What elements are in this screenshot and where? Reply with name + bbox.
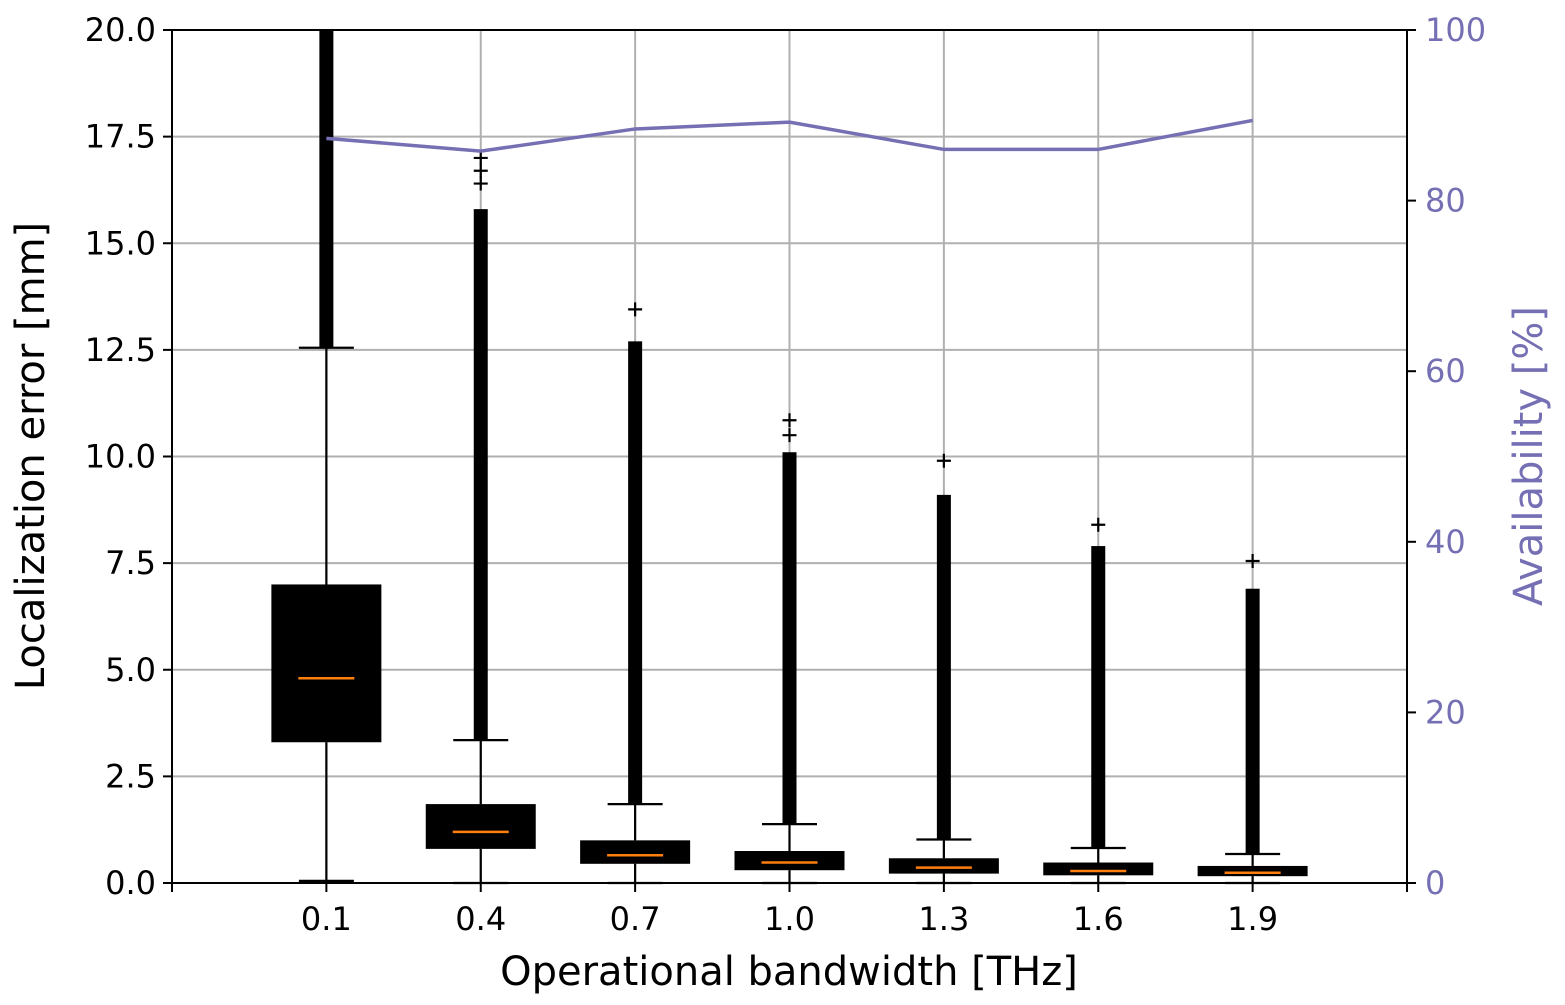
box-iqr: [734, 851, 845, 871]
box-plot-1: [734, 413, 845, 885]
outlier-marker: [1091, 517, 1106, 532]
y-right-tick-label: 60: [1425, 352, 1466, 390]
outlier-band: [1091, 546, 1106, 849]
y-tick-label: 12.5: [85, 331, 156, 369]
outlier-band: [1245, 588, 1260, 854]
x-tick-label: 1.0: [764, 900, 815, 938]
y-tick-label: 10.0: [85, 438, 156, 476]
outlier-band: [319, 30, 334, 348]
box-plot-0.4: [425, 150, 536, 885]
y-tick-label: 15.0: [85, 224, 156, 262]
y-axis-label: Localization error [mm]: [8, 222, 54, 690]
x-tick-label: 1.3: [918, 900, 969, 938]
outlier-band: [782, 452, 797, 825]
y-right-tick-label: 100: [1425, 11, 1486, 49]
y-tick-label: 20.0: [85, 11, 156, 49]
availability-series: [326, 118, 1253, 153]
x-tick-label: 0.1: [301, 900, 352, 938]
x-tick-label: 0.7: [610, 900, 661, 938]
outlier-marker: [628, 302, 643, 317]
box-plot-1.6: [1043, 517, 1154, 885]
y-tick-label: 0.0: [105, 864, 156, 902]
box-plot-0.7: [580, 302, 691, 885]
y-right-tick-label: 20: [1425, 693, 1466, 731]
x-axis-label: Operational bandwidth [THz]: [500, 949, 1078, 995]
availability-line: [326, 118, 1253, 153]
outlier-band: [473, 209, 488, 741]
outlier-band: [628, 341, 643, 805]
outlier-band: [936, 494, 951, 840]
outlier-marker: [473, 176, 488, 191]
x-tick-label: 1.9: [1227, 900, 1278, 938]
x-tick-label: 1.6: [1073, 900, 1124, 938]
outlier-marker: [1245, 553, 1260, 568]
y-tick-label: 5.0: [105, 651, 156, 689]
y-tick-label: 17.5: [85, 118, 156, 156]
axes: 0.0 2.5 5.0 7.5 10.0 12.5 15.0 17.5 20.0 0 20 40 60 8…: [85, 11, 1486, 938]
x-tick-label: 0.4: [455, 900, 506, 938]
y-tick-label: 2.5: [105, 757, 156, 795]
outlier-marker: [473, 150, 488, 165]
box-iqr: [425, 804, 536, 849]
y-right-tick-label: 40: [1425, 523, 1466, 561]
box-iqr: [580, 840, 691, 864]
box-iqr: [1197, 865, 1308, 877]
outlier-marker: [473, 163, 488, 178]
outlier-marker: [936, 453, 951, 468]
outlier-marker: [782, 413, 797, 428]
box-iqr: [271, 584, 382, 743]
box-plots: [271, 30, 1308, 885]
y-right-tick-label: 80: [1425, 182, 1466, 220]
box-plot-1.3: [888, 453, 999, 885]
box-iqr: [888, 858, 999, 874]
box-iqr: [1043, 862, 1154, 876]
y-axis-right-label: Availability [%]: [1506, 306, 1552, 606]
y-tick-label: 7.5: [105, 544, 156, 582]
y-right-tick-label: 0: [1425, 864, 1445, 902]
box-plot-1.9: [1197, 553, 1308, 885]
outlier-marker: [782, 428, 797, 443]
box-plot-0.1: [271, 30, 382, 882]
